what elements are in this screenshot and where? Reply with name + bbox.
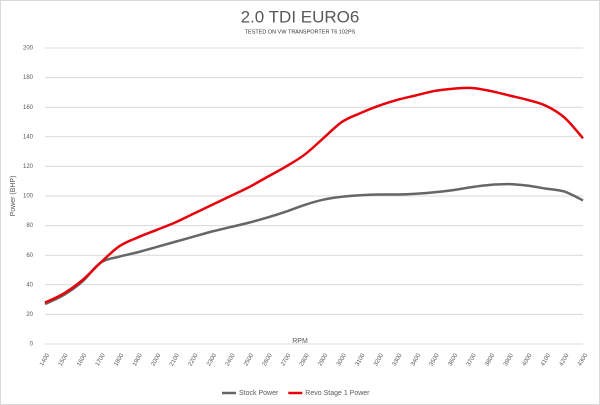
y-tick-label: 200 [23, 46, 34, 52]
y-tick-label: 80 [26, 223, 33, 229]
legend-label: Stock Power [239, 390, 279, 397]
y-tick-label: 160 [23, 105, 34, 111]
chart-title: 2.0 TDI EURO6 [241, 7, 360, 26]
legend-label: Revo Stage 1 Power [305, 390, 370, 397]
y-tick-label: 0 [30, 342, 34, 348]
series-line [44, 86, 584, 304]
y-tick-label: 180 [23, 75, 34, 81]
y-tick-label: 120 [23, 164, 34, 170]
series-line [44, 182, 584, 306]
y-tick-label: 40 [26, 282, 33, 288]
y-tick-label: 100 [23, 194, 34, 200]
x-axis-label: RPM [292, 338, 308, 345]
y-axis-label: Power (BHP) [10, 176, 17, 217]
chart-subtitle: TESTED ON VW TRANSPORTER T6 102PS [245, 29, 356, 35]
y-tick-label: 60 [26, 253, 33, 259]
y-tick-label: 140 [23, 134, 34, 140]
y-tick-label: 20 [26, 312, 33, 318]
